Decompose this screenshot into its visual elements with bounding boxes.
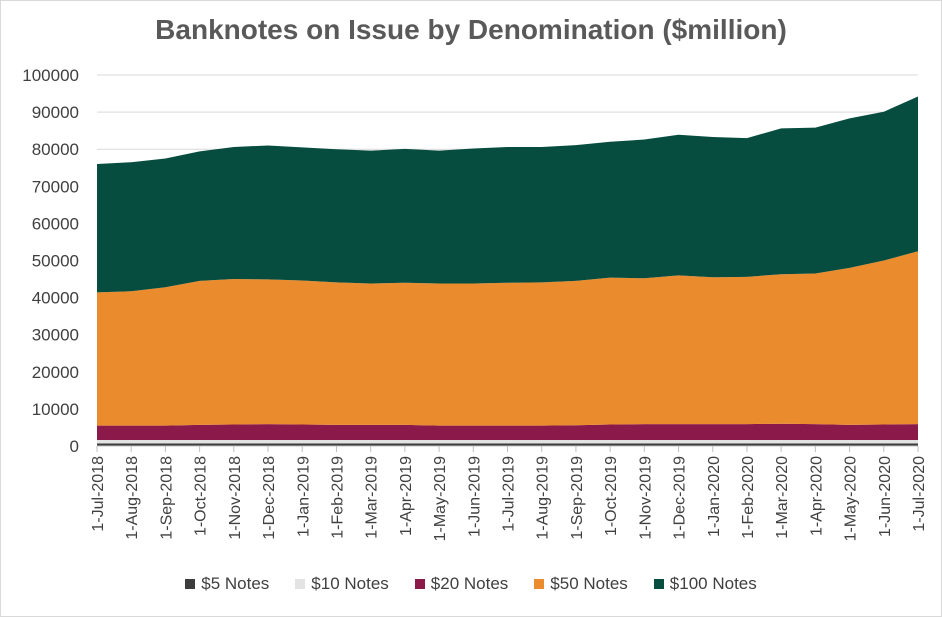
area-series-100-notes bbox=[97, 96, 918, 293]
x-tick-label-1-Mar-2019: 1-Mar-2019 bbox=[364, 456, 381, 539]
legend-swatch-50-notes bbox=[534, 579, 545, 589]
x-tick-label-1-Jul-2019: 1-Jul-2019 bbox=[501, 456, 518, 532]
area-series-5-notes bbox=[97, 443, 918, 446]
legend-swatch-5-notes bbox=[185, 579, 196, 589]
x-tick-label-1-Oct-2018: 1-Oct-2018 bbox=[193, 456, 210, 536]
legend-label-10-notes: $10 Notes bbox=[311, 574, 389, 593]
legend-item-5-notes: $5 Notes bbox=[185, 574, 269, 594]
x-tick-label-1-Dec-2019: 1-Dec-2019 bbox=[672, 456, 689, 540]
x-tick-label-1-Aug-2018: 1-Aug-2018 bbox=[124, 456, 141, 540]
x-tick-label-1-Mar-2020: 1-Mar-2020 bbox=[774, 456, 791, 539]
chart-title: Banknotes on Issue by Denomination ($mil… bbox=[155, 14, 787, 45]
y-tick-label-90000: 90000 bbox=[32, 103, 79, 122]
legend-item-50-notes: $50 Notes bbox=[534, 574, 628, 594]
x-tick-label-1-Sep-2019: 1-Sep-2019 bbox=[569, 456, 586, 540]
x-tick-label-1-Oct-2019: 1-Oct-2019 bbox=[603, 456, 620, 536]
x-tick-label-1-Nov-2019: 1-Nov-2019 bbox=[637, 456, 654, 540]
area-series-50-notes bbox=[97, 251, 918, 426]
legend-swatch-10-notes bbox=[295, 579, 306, 589]
x-tick-label-1-Jan-2020: 1-Jan-2020 bbox=[706, 456, 723, 537]
y-tick-label-40000: 40000 bbox=[32, 289, 79, 308]
legend-item-10-notes: $10 Notes bbox=[295, 574, 389, 594]
area-series-10-notes bbox=[97, 440, 918, 444]
y-tick-label-100000: 100000 bbox=[22, 66, 79, 85]
x-tick-label-1-Jun-2020: 1-Jun-2020 bbox=[877, 456, 894, 537]
legend-item-100-notes: $100 Notes bbox=[653, 574, 757, 594]
legend-swatch-100-notes bbox=[653, 579, 664, 589]
x-tick-label-1-Aug-2019: 1-Aug-2019 bbox=[535, 456, 552, 540]
x-tick-label-1-Jul-2018: 1-Jul-2018 bbox=[90, 456, 107, 532]
x-tick-label-1-Jul-2020: 1-Jul-2020 bbox=[911, 456, 928, 532]
legend-label-20-notes: $20 Notes bbox=[430, 574, 509, 593]
y-tick-label-10000: 10000 bbox=[32, 400, 79, 419]
y-tick-label-80000: 80000 bbox=[32, 140, 79, 159]
legend-item-20-notes: $20 Notes bbox=[414, 574, 509, 594]
x-tick-label-1-Feb-2020: 1-Feb-2020 bbox=[740, 456, 757, 539]
x-tick-label-1-Jan-2019: 1-Jan-2019 bbox=[295, 456, 312, 537]
x-tick-label-1-Feb-2019: 1-Feb-2019 bbox=[329, 456, 346, 539]
chart-legend: $5 Notes $10 Notes $20 Notes $50 Notes $100 … bbox=[0, 574, 942, 594]
x-tick-label-1-Nov-2018: 1-Nov-2018 bbox=[227, 456, 244, 540]
x-tick-label-1-Jun-2019: 1-Jun-2019 bbox=[466, 456, 483, 537]
x-tick-label-1-Apr-2019: 1-Apr-2019 bbox=[398, 456, 415, 536]
x-tick-label-1-Sep-2018: 1-Sep-2018 bbox=[158, 456, 175, 540]
y-tick-label-20000: 20000 bbox=[32, 363, 79, 382]
legend-swatch-20-notes bbox=[414, 579, 425, 589]
area-series-20-notes bbox=[97, 423, 918, 441]
y-tick-label-70000: 70000 bbox=[32, 177, 79, 196]
x-tick-label-1-May-2020: 1-May-2020 bbox=[843, 456, 860, 541]
y-tick-label-30000: 30000 bbox=[32, 326, 79, 345]
legend-label-5-notes: $5 Notes bbox=[201, 574, 270, 593]
y-tick-label-0: 0 bbox=[70, 437, 79, 456]
y-tick-label-50000: 50000 bbox=[32, 252, 79, 271]
x-tick-label-1-Apr-2020: 1-Apr-2020 bbox=[808, 456, 825, 536]
legend-label-50-notes: $50 Notes bbox=[550, 574, 628, 593]
x-tick-label-1-May-2019: 1-May-2019 bbox=[432, 456, 449, 541]
x-tick-label-1-Dec-2018: 1-Dec-2018 bbox=[261, 456, 278, 540]
legend-label-100-notes: $100 Notes bbox=[669, 574, 757, 593]
y-tick-label-60000: 60000 bbox=[32, 214, 79, 233]
